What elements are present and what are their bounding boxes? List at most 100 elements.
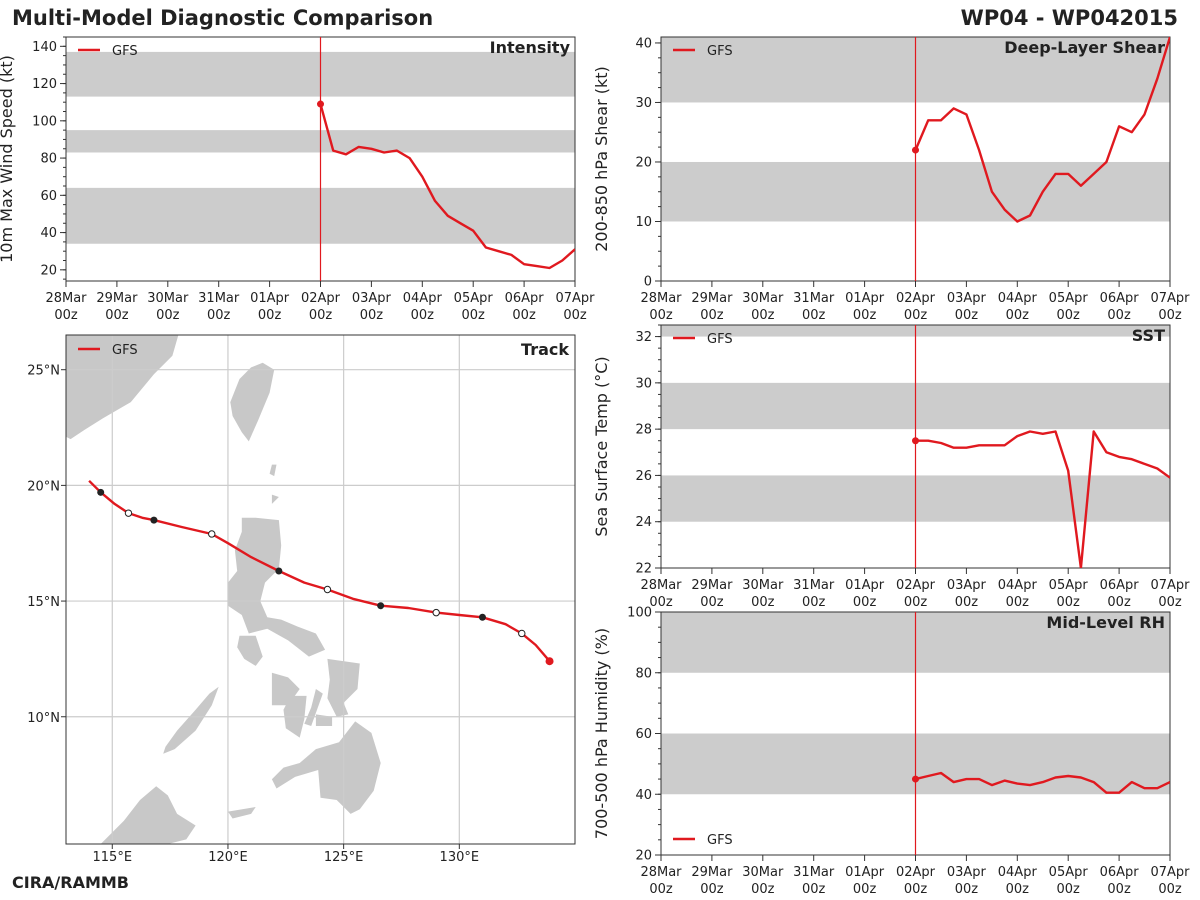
x-tick-label: 07Apr 00z <box>1150 865 1190 897</box>
x-tick-label: 07Apr 00z <box>555 291 595 323</box>
shear-chart: 0 10 20 30 40 28Mar 00z 29Mar 00z 30Mar 00z 31Mar 00… <box>592 36 1190 323</box>
y-tick-label: 0 <box>644 275 652 290</box>
track-position-filled <box>377 602 385 610</box>
legend-label: GFS <box>707 833 733 848</box>
mindanao-land <box>271 721 381 814</box>
series-line-gfs <box>319 103 575 270</box>
x-tick-label: 02Apr 00z <box>301 291 341 323</box>
series-start-point <box>912 437 919 445</box>
lat-tick-label: 25°N <box>27 364 60 379</box>
panel-title: SST <box>1132 326 1165 345</box>
x-tick-label: 28Mar 00z <box>640 578 682 610</box>
y-tick-label: 100 <box>32 114 57 129</box>
series-start-point <box>912 146 919 154</box>
track-map: 115°E 120°E 125°E 130°E 10°N 15°N 20°N 25°N Trac… <box>27 334 576 865</box>
sulu-islands-land <box>228 807 256 819</box>
series-line-gfs <box>915 430 1170 568</box>
x-tick-label: 01Apr 00z <box>250 291 290 323</box>
intensity-chart: 20 40 60 80 100 120 140 28Mar 00z 29Mar 00z 30Mar 00… <box>0 36 595 323</box>
x-tick-label: 29Mar 00z <box>691 291 733 323</box>
x-tick-label: 28Mar 00z <box>640 291 682 323</box>
track-line-gfs <box>88 479 551 662</box>
lat-tick-label: 15°N <box>27 595 60 610</box>
y-tick-label: 22 <box>635 562 652 577</box>
x-tick-label: 04Apr 00z <box>403 291 443 323</box>
map-layer <box>66 335 575 844</box>
y-tick-label: 40 <box>40 226 57 241</box>
lat-tick-label: 20°N <box>27 479 60 494</box>
lon-tick-label: 120°E <box>208 850 248 865</box>
series-line-gfs <box>915 771 1170 794</box>
x-tick-label: 30Mar 00z <box>147 291 189 323</box>
x-tick-label: 28Mar 00z <box>45 291 87 323</box>
x-tick-label: 07Apr 00z <box>1150 291 1190 323</box>
x-tick-label: 31Mar 00z <box>793 865 835 897</box>
china-coast-land <box>66 335 179 440</box>
x-tick-label: 02Apr 00z <box>896 578 936 610</box>
credit-label: CIRA/RAMMB <box>12 873 129 892</box>
x-tick-label: 30Mar 00z <box>742 865 784 897</box>
track-position-filled <box>275 567 283 575</box>
track-position-filled <box>97 488 105 496</box>
map-frame <box>65 334 576 845</box>
lat-tick-label: 10°N <box>27 711 60 726</box>
borneo-land <box>100 786 196 844</box>
bohol-land <box>315 714 333 726</box>
batanes-island-land <box>269 464 277 477</box>
y-tick-label: 40 <box>635 36 652 51</box>
x-tick-label: 03Apr 00z <box>947 291 987 323</box>
track-position-open <box>124 509 133 517</box>
y-tick-label: 20 <box>40 263 57 278</box>
y-tick-label: 100 <box>627 606 652 621</box>
track-position-open <box>432 608 440 617</box>
y-tick-label: 26 <box>635 469 652 484</box>
x-tick-label: 07Apr 00z <box>1150 578 1190 610</box>
y-tick-label: 32 <box>635 330 652 345</box>
storm-id: WP04 - WP042015 <box>960 6 1178 30</box>
mindoro-land <box>237 635 263 666</box>
x-tick-label: 06Apr 00z <box>505 291 545 323</box>
palawan-land <box>163 686 219 754</box>
y-tick-label: 20 <box>635 155 652 170</box>
legend-label: GFS <box>707 44 733 59</box>
x-tick-label: 03Apr 00z <box>947 578 987 610</box>
x-tick-label: 05Apr 00z <box>1049 291 1089 323</box>
sst-chart: 22 24 26 28 30 32 28Mar 00z 29Mar 00z 30Mar 00z 31Ma… <box>592 324 1190 610</box>
series-start-point <box>912 775 919 783</box>
lon-tick-label: 130°E <box>440 850 480 865</box>
rh-chart: 20 40 60 80 100 28Mar 00z 29Mar 00z 30Mar 00z 31Mar… <box>592 606 1190 898</box>
track-position-open <box>323 585 332 594</box>
x-tick-label: 05Apr 00z <box>1049 578 1089 610</box>
x-tick-label: 31Mar 00z <box>793 291 835 323</box>
y-tick-label: 120 <box>32 77 57 92</box>
panel-title: Intensity <box>490 38 571 57</box>
track-position-open <box>208 530 216 538</box>
lon-tick-label: 115°E <box>93 850 133 865</box>
panel-title: Deep-Layer Shear <box>1004 38 1165 57</box>
y-tick-label: 60 <box>40 189 57 204</box>
x-tick-label: 02Apr 00z <box>896 865 936 897</box>
x-tick-label: 06Apr 00z <box>1100 865 1140 897</box>
x-tick-label: 31Mar 00z <box>198 291 240 323</box>
y-tick-label: 28 <box>635 423 652 438</box>
x-tick-label: 30Mar 00z <box>742 578 784 610</box>
x-tick-label: 29Mar 00z <box>691 578 733 610</box>
y-axis-title: 10m Max Wind Speed (kt) <box>0 55 16 263</box>
legend-label: GFS <box>112 44 138 59</box>
panel-title: Mid-Level RH <box>1046 613 1165 632</box>
x-tick-label: 30Mar 00z <box>742 291 784 323</box>
y-axis-title: 700-500 hPa Humidity (%) <box>592 628 611 839</box>
y-tick-label: 20 <box>635 849 652 864</box>
y-axis-title: 200-850 hPa Shear (kt) <box>592 66 611 252</box>
lon-tick-label: 125°E <box>324 850 364 865</box>
y-tick-label: 30 <box>635 376 652 391</box>
y-tick-label: 60 <box>635 727 652 742</box>
x-tick-label: 04Apr 00z <box>998 865 1038 897</box>
x-tick-label: 03Apr 00z <box>947 865 987 897</box>
legend-label: GFS <box>707 332 733 347</box>
y-tick-label: 80 <box>635 666 652 681</box>
x-tick-label: 31Mar 00z <box>793 578 835 610</box>
x-tick-label: 04Apr 00z <box>998 291 1038 323</box>
x-tick-label: 28Mar 00z <box>640 865 682 897</box>
